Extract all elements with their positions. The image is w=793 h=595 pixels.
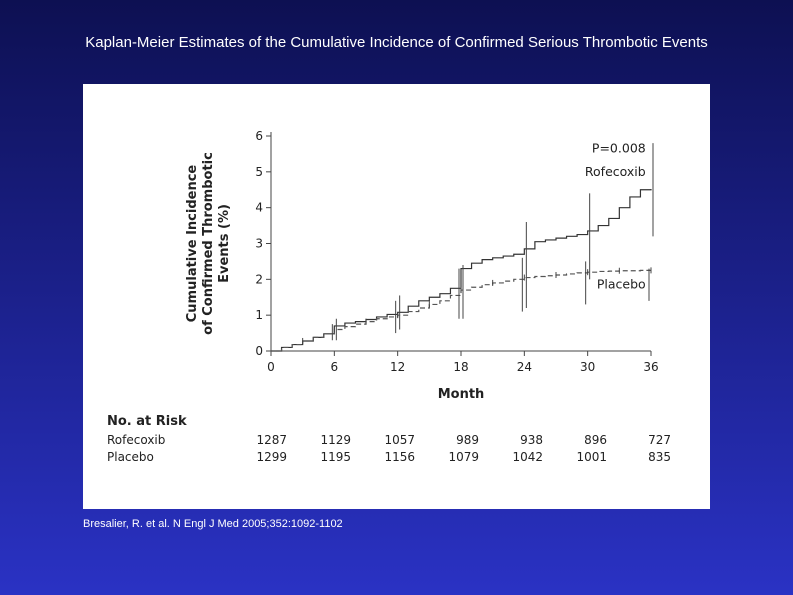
series-label-placebo: Placebo [597,277,646,292]
series-label-rofecoxib: Rofecoxib [585,164,646,179]
risk-cell: 1195 [320,450,351,464]
citation: Bresalier, R. et al. N Engl J Med 2005;3… [83,518,343,530]
y-tick-label: 2 [255,272,263,286]
risk-cell: 1001 [576,450,607,464]
y-axis-label: of Confirmed Thrombotic [201,152,216,335]
risk-cell: 727 [648,433,671,447]
risk-cell: 1129 [320,433,351,447]
x-tick-label: 12 [390,360,405,374]
risk-cell: 1079 [448,450,479,464]
x-tick-label: 30 [580,360,595,374]
risk-row-label: Placebo [107,450,154,464]
risk-table: No. at Risk Rofecoxib 1287 1129 1057 989… [107,414,697,504]
series-line-rofecoxib [271,189,652,352]
x-tick-label: 6 [331,360,339,374]
y-tick-label: 6 [255,129,263,143]
risk-row-label: Rofecoxib [107,433,166,447]
risk-cell: 989 [456,433,479,447]
x-tick-label: 36 [643,360,658,374]
x-tick-label: 24 [517,360,532,374]
risk-cell: 1299 [256,450,287,464]
risk-cell: 938 [520,433,543,447]
y-tick-label: 3 [255,237,263,251]
risk-cell: 1287 [256,433,287,447]
y-axis-label: Cumulative Incidence [185,165,200,323]
y-tick-label: 0 [255,344,263,358]
p-value-annotation: P=0.008 [592,141,646,156]
x-axis-label: Month [438,387,485,402]
risk-cell: 896 [584,433,607,447]
x-tick-label: 0 [267,360,275,374]
risk-cell: 1042 [512,450,543,464]
y-tick-label: 4 [255,201,263,215]
y-tick-label: 5 [255,165,263,179]
risk-cell: 1057 [384,433,415,447]
figure-panel: 0 1 2 3 4 5 6 0 6 12 18 24 30 36 Month Cumulative Incid… [83,84,710,509]
slide-title: Kaplan-Meier Estimates of the Cumulative… [85,34,708,51]
y-tick-label: 1 [255,308,263,322]
risk-row-rofecoxib: Rofecoxib 1287 1129 1057 989 938 896 727 [107,433,697,449]
x-tick-label: 18 [453,360,468,374]
risk-cell: 1156 [384,450,415,464]
y-axis-label: Events (%) [217,204,232,283]
risk-cell: 835 [648,450,671,464]
risk-row-placebo: Placebo 1299 1195 1156 1079 1042 1001 83… [107,450,697,466]
risk-table-title: No. at Risk [107,414,187,429]
